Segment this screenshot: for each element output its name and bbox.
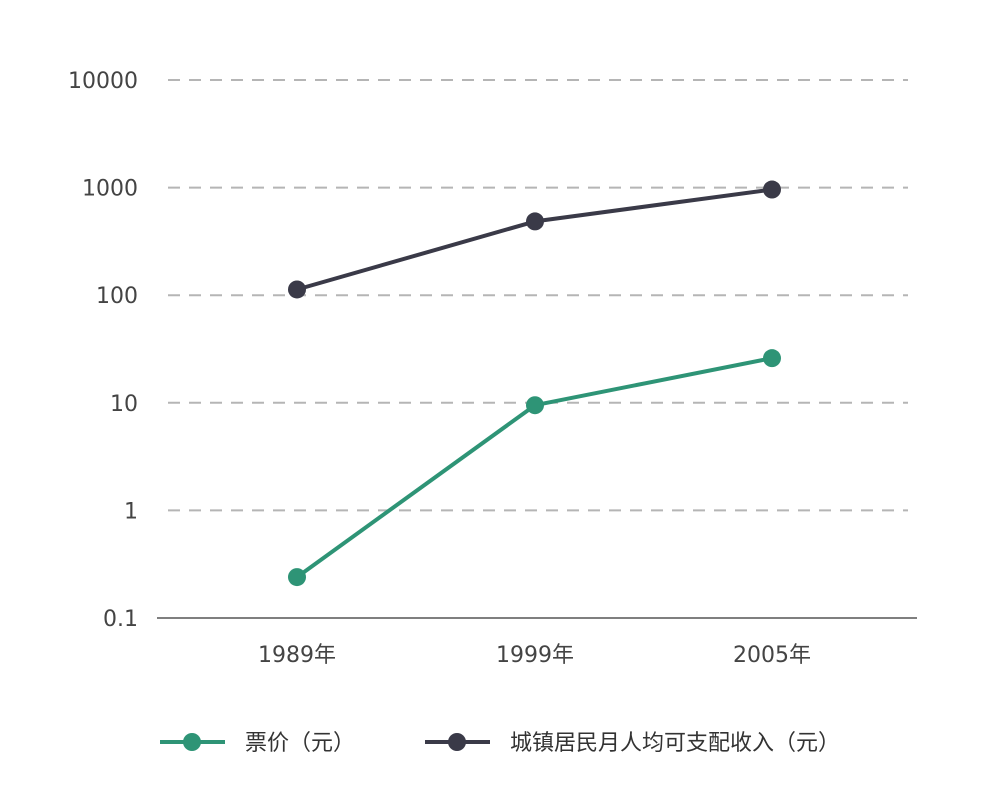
- y-tick-label: 0.1: [103, 607, 138, 632]
- data-point: [526, 212, 544, 231]
- series-0: [288, 349, 781, 587]
- legend-label-fare: 票价（元）: [245, 731, 355, 756]
- y-tick-label: 1: [124, 499, 138, 524]
- data-point: [526, 396, 544, 415]
- series-line: [296, 187, 773, 292]
- series-group: [288, 180, 781, 587]
- legend-item-fare: 票价（元）: [160, 731, 355, 756]
- y-axis: 0.1 1 10 100 1000 10000: [68, 69, 138, 632]
- series-line: [295, 356, 773, 579]
- data-point: [763, 349, 781, 368]
- y-tick-label: 100: [96, 284, 138, 309]
- legend: 票价（元） 城镇居民月人均可支配收入（元）: [160, 731, 840, 756]
- legend-item-income: 城镇居民月人均可支配收入（元）: [425, 731, 840, 756]
- y-tick-label: 10000: [68, 69, 138, 94]
- y-tick-label: 1000: [82, 177, 138, 202]
- x-axis: 1989年 1999年 2005年: [258, 643, 811, 668]
- data-point: [763, 180, 781, 199]
- y-tick-label: 10: [110, 392, 138, 417]
- legend-label-income: 城镇居民月人均可支配收入（元）: [510, 731, 840, 756]
- grid-lines: [168, 79, 908, 512]
- data-point: [288, 568, 306, 587]
- x-tick-label: 2005年: [733, 643, 811, 668]
- data-point: [288, 280, 306, 299]
- legend-marker-fare: [183, 733, 201, 751]
- x-tick-label: 1989年: [258, 643, 336, 668]
- legend-marker-income: [448, 733, 466, 751]
- series-1: [288, 180, 781, 299]
- x-tick-label: 1999年: [496, 643, 574, 668]
